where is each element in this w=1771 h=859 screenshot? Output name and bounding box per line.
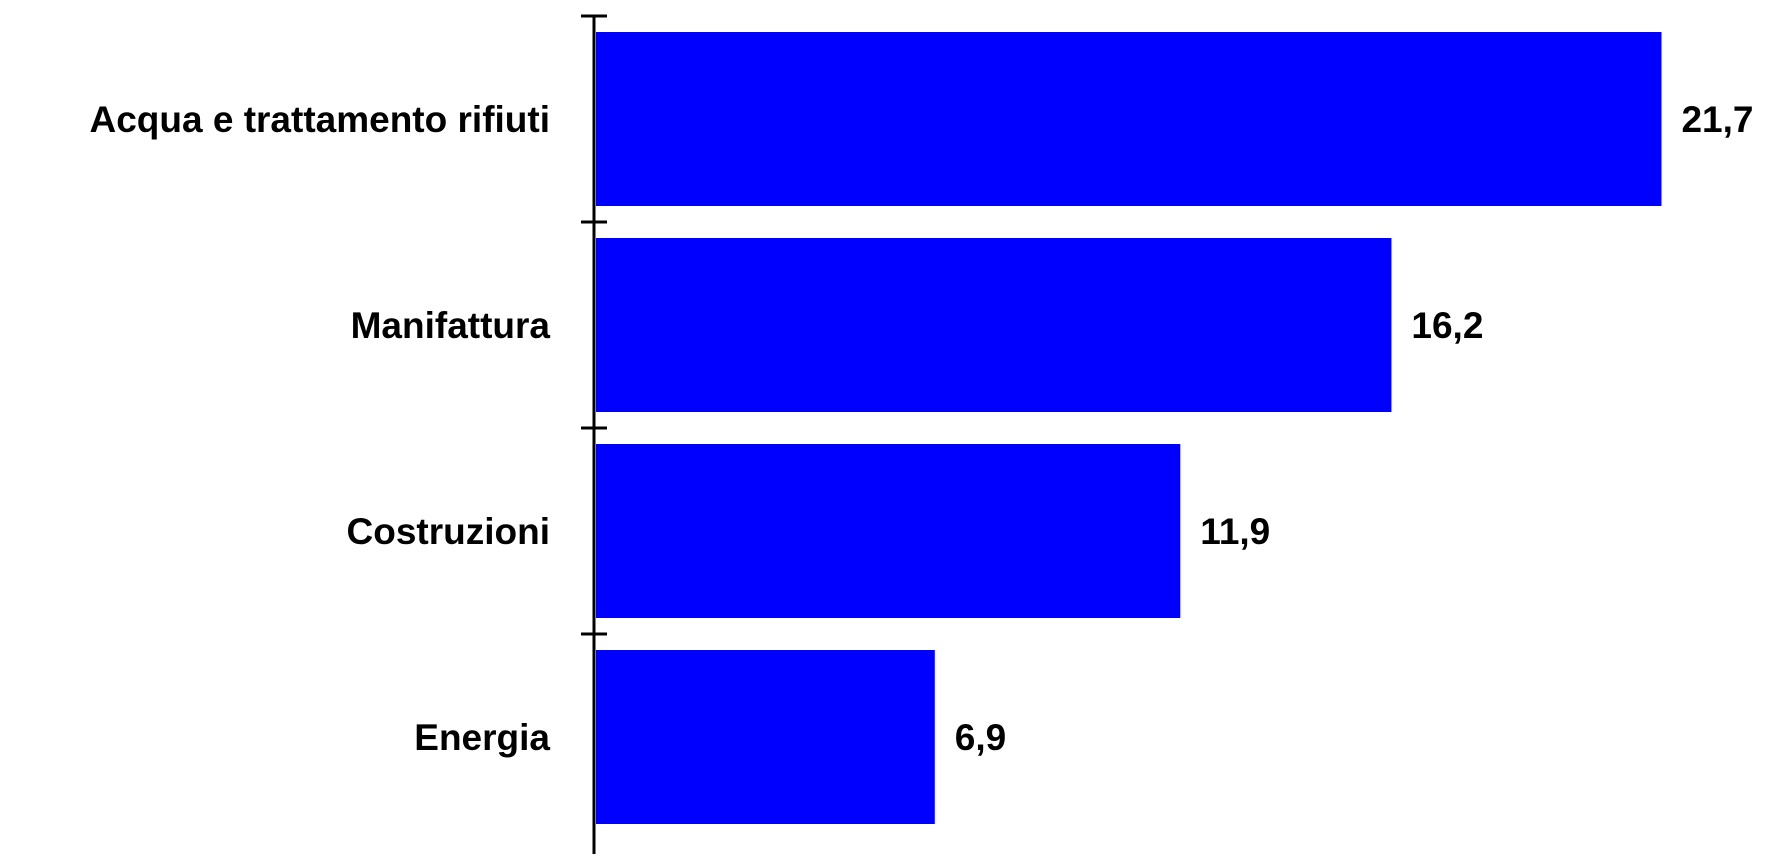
category-label: Costruzioni bbox=[347, 511, 550, 552]
category-label: Energia bbox=[414, 717, 550, 758]
data-label: 21,7 bbox=[1681, 99, 1753, 140]
bars-layer bbox=[596, 32, 1662, 824]
bar bbox=[596, 650, 935, 824]
data-label: 6,9 bbox=[955, 717, 1006, 758]
y-axis bbox=[581, 14, 607, 854]
data-label: 11,9 bbox=[1200, 511, 1270, 552]
data-label: 16,2 bbox=[1411, 305, 1483, 346]
labels-layer: Acqua e trattamento rifiuti 21,7 Manifattu… bbox=[90, 99, 1754, 758]
category-label: Acqua e trattamento rifiuti bbox=[90, 99, 551, 140]
category-label: Manifattura bbox=[351, 305, 551, 346]
bar bbox=[596, 32, 1662, 206]
bar bbox=[596, 238, 1392, 412]
bar bbox=[596, 444, 1181, 618]
